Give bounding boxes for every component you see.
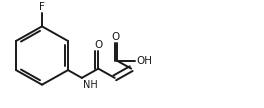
Text: O: O: [94, 40, 102, 50]
Text: OH: OH: [136, 56, 152, 66]
Text: F: F: [39, 2, 45, 12]
Text: NH: NH: [83, 80, 98, 90]
Text: O: O: [112, 32, 120, 42]
